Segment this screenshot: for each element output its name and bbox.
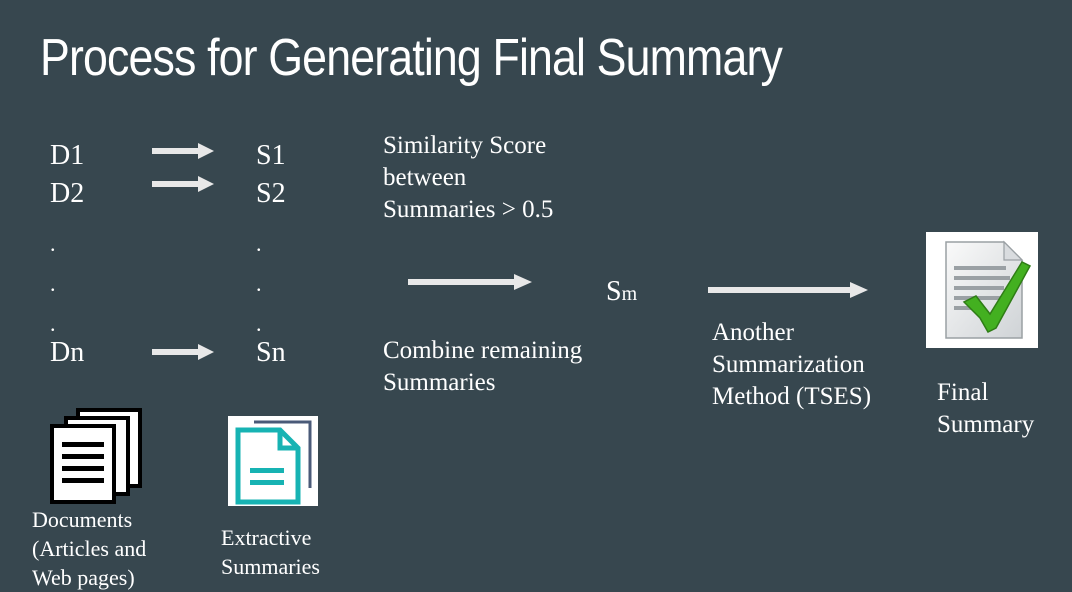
summary-label-s1: S1 (256, 140, 286, 171)
documents-caption: Documents (Articles and Web pages) (32, 505, 146, 592)
merged-summary-label: Sm (606, 276, 637, 310)
doc-label-dn: Dn (50, 337, 85, 368)
method-line: Another (712, 319, 794, 346)
similarity-line: between (383, 164, 467, 191)
arrow-right-icon (708, 282, 868, 298)
extractive-caption-line: Extractive (221, 525, 312, 550)
extractive-summary-icon (228, 416, 318, 506)
doc-dot-1: . (50, 231, 56, 256)
arrow-right-icon (152, 143, 214, 159)
documents-caption-line: Documents (32, 507, 133, 532)
final-line: Summary (937, 411, 1035, 438)
method-line: Summarization (712, 351, 865, 378)
page-title: Process for Generating Final Summary (40, 29, 783, 87)
arrow-right-icon (152, 344, 214, 360)
similarity-line: Summaries > 0.5 (383, 196, 554, 223)
final-text: Final Summary (937, 377, 1034, 441)
summary-dot-1: . (256, 231, 262, 256)
combine-line: Combine remaining (383, 337, 583, 364)
documents-caption-line: (Articles and (32, 536, 147, 561)
similarity-line: Similarity Score (383, 132, 547, 159)
method-line: Method (TSES) (712, 383, 872, 410)
summary-dot-2: . (256, 271, 262, 296)
merged-summary-base: S (606, 276, 622, 307)
similarity-text: Similarity Score between Summaries > 0.5 (383, 130, 553, 226)
documents-caption-line: Web pages) (32, 565, 135, 590)
doc-label-d2: D2 (50, 178, 85, 209)
merged-summary-subscript: m (621, 283, 638, 305)
arrow-right-icon (152, 176, 214, 192)
final-summary-check-icon (926, 232, 1038, 348)
summary-label-s2: S2 (256, 178, 286, 209)
doc-dot-3: . (50, 311, 56, 336)
summary-label-sn: Sn (256, 337, 286, 368)
final-line: Final (937, 379, 989, 406)
extractive-caption-line: Summaries (221, 554, 320, 579)
arrow-right-icon (408, 274, 532, 290)
method-text: Another Summarization Method (TSES) (712, 317, 871, 413)
combine-text: Combine remaining Summaries (383, 335, 582, 399)
doc-dot-2: . (50, 271, 56, 296)
summary-dot-3: . (256, 311, 262, 336)
doc-label-d1: D1 (50, 140, 85, 171)
combine-line: Summaries (383, 369, 496, 396)
documents-icon (48, 408, 144, 504)
extractive-caption: Extractive Summaries (221, 523, 320, 581)
